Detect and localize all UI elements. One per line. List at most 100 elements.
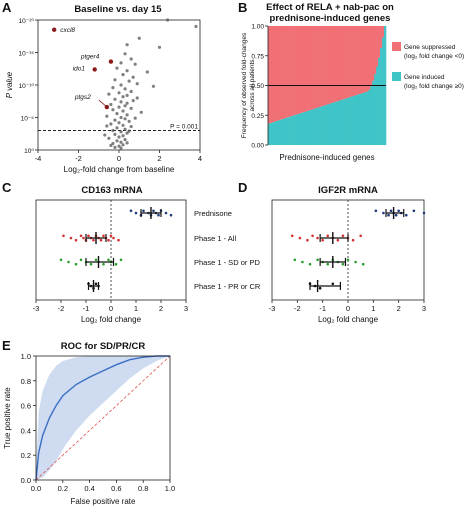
bar-suppressed <box>380 26 383 49</box>
bar-suppressed <box>309 26 312 111</box>
data-point <box>121 73 125 77</box>
data-point <box>301 260 304 264</box>
data-point <box>290 234 294 238</box>
x-tick-label: 3 <box>422 304 426 313</box>
panel-d-title: IGF2R mRNA <box>318 185 378 196</box>
data-point <box>121 109 125 113</box>
bar-suppressed <box>279 26 283 120</box>
data-point <box>79 258 83 262</box>
highlighted-gene-label: cxcl8 <box>60 27 75 34</box>
data-point <box>125 113 129 117</box>
data-point <box>125 131 129 135</box>
data-point <box>109 102 113 107</box>
data-point <box>422 211 426 215</box>
confidence-band <box>36 356 170 480</box>
x-tick-label: 0.8 <box>138 484 148 493</box>
data-point <box>74 238 78 242</box>
bar-suppressed <box>283 26 286 119</box>
bar-suppressed <box>281 26 285 120</box>
y-axis-label: P value <box>5 71 14 98</box>
bar-suppressed <box>348 26 351 98</box>
legend-label: Gene induced <box>404 74 445 81</box>
x-tick-label: 0 <box>346 304 350 313</box>
data-point <box>397 209 400 213</box>
x-axis-label: Log₂ fold change <box>318 315 379 324</box>
panel-letter-c: C <box>2 180 12 195</box>
bar-suppressed <box>319 26 322 107</box>
data-point <box>133 62 137 66</box>
data-point <box>127 79 131 83</box>
bar-induced <box>309 110 312 145</box>
highlighted-gene-point <box>108 59 114 64</box>
panel-e-title: ROC for SD/PR/CR <box>61 341 146 352</box>
y-tick-label: 0.75 <box>251 53 264 60</box>
data-point <box>157 213 160 217</box>
data-point <box>139 110 143 114</box>
data-point <box>67 260 70 264</box>
data-point <box>111 108 115 112</box>
data-point <box>121 143 125 147</box>
bar-induced <box>269 122 273 145</box>
data-point <box>133 116 137 120</box>
data-point <box>125 141 129 145</box>
bar-suppressed <box>356 26 359 95</box>
bar-induced <box>285 117 288 145</box>
data-point <box>308 262 312 266</box>
y-axis-label-line1: Frequency of observed fold-changes <box>241 32 248 138</box>
x-tick-label: 0.4 <box>84 484 94 493</box>
x-tick-label: 0.6 <box>111 484 121 493</box>
bar-suppressed <box>289 26 292 117</box>
data-point <box>134 211 138 215</box>
bar-suppressed <box>323 26 326 106</box>
y-tick-label: 0.00 <box>251 143 264 150</box>
x-axis-label: Prednisone-induced genes <box>279 153 374 162</box>
x-tick-label: -2 <box>58 304 65 313</box>
bar-induced <box>340 99 344 145</box>
y-tick-label: 10⁻¹⁰ <box>19 83 35 90</box>
bar-induced <box>348 97 351 145</box>
bar-suppressed <box>358 26 361 95</box>
data-point <box>69 236 73 240</box>
data-point <box>119 130 123 134</box>
bar-suppressed <box>317 26 320 108</box>
highlighted-gene-label: ptgs2 <box>74 94 91 101</box>
data-point <box>293 258 297 262</box>
data-point <box>114 262 118 266</box>
data-point <box>129 125 133 129</box>
data-point <box>194 24 198 29</box>
bar-induced <box>338 100 342 145</box>
data-point <box>354 260 357 264</box>
x-axis-label: Log₂-fold change from baseline <box>64 165 175 174</box>
data-point <box>157 45 162 49</box>
panel-letter-d: D <box>238 180 247 195</box>
data-point <box>316 236 319 240</box>
bar-suppressed <box>315 26 318 109</box>
data-point <box>113 97 117 101</box>
data-point <box>113 78 117 82</box>
bar-suppressed <box>269 26 273 123</box>
bar-suppressed <box>374 26 377 75</box>
data-point <box>125 43 129 47</box>
panel-b-title-line2: prednisone-induced genes <box>270 13 391 24</box>
data-point <box>123 87 127 91</box>
data-point <box>115 139 119 143</box>
bar-suppressed <box>340 26 344 100</box>
data-point <box>341 262 345 266</box>
x-tick-label: 1.0 <box>165 484 175 493</box>
roc-curve-line <box>35 355 170 481</box>
bar-induced <box>360 93 363 145</box>
panel-c-title: CD163 mRNA <box>81 185 142 196</box>
data-point <box>123 52 127 56</box>
data-point <box>311 234 314 238</box>
data-point <box>105 124 109 128</box>
bar-induced <box>301 112 304 145</box>
data-point <box>336 238 340 242</box>
data-point <box>74 262 78 266</box>
bar-suppressed <box>364 26 367 93</box>
bar-suppressed <box>360 26 363 94</box>
bar-suppressed <box>275 26 279 122</box>
data-point <box>119 83 123 87</box>
data-point <box>135 96 139 100</box>
panel-c-dot-plot: -3 -2 -1 0 1 2 3 Prednisone Phase 1 - All Phase 1… <box>33 199 261 324</box>
